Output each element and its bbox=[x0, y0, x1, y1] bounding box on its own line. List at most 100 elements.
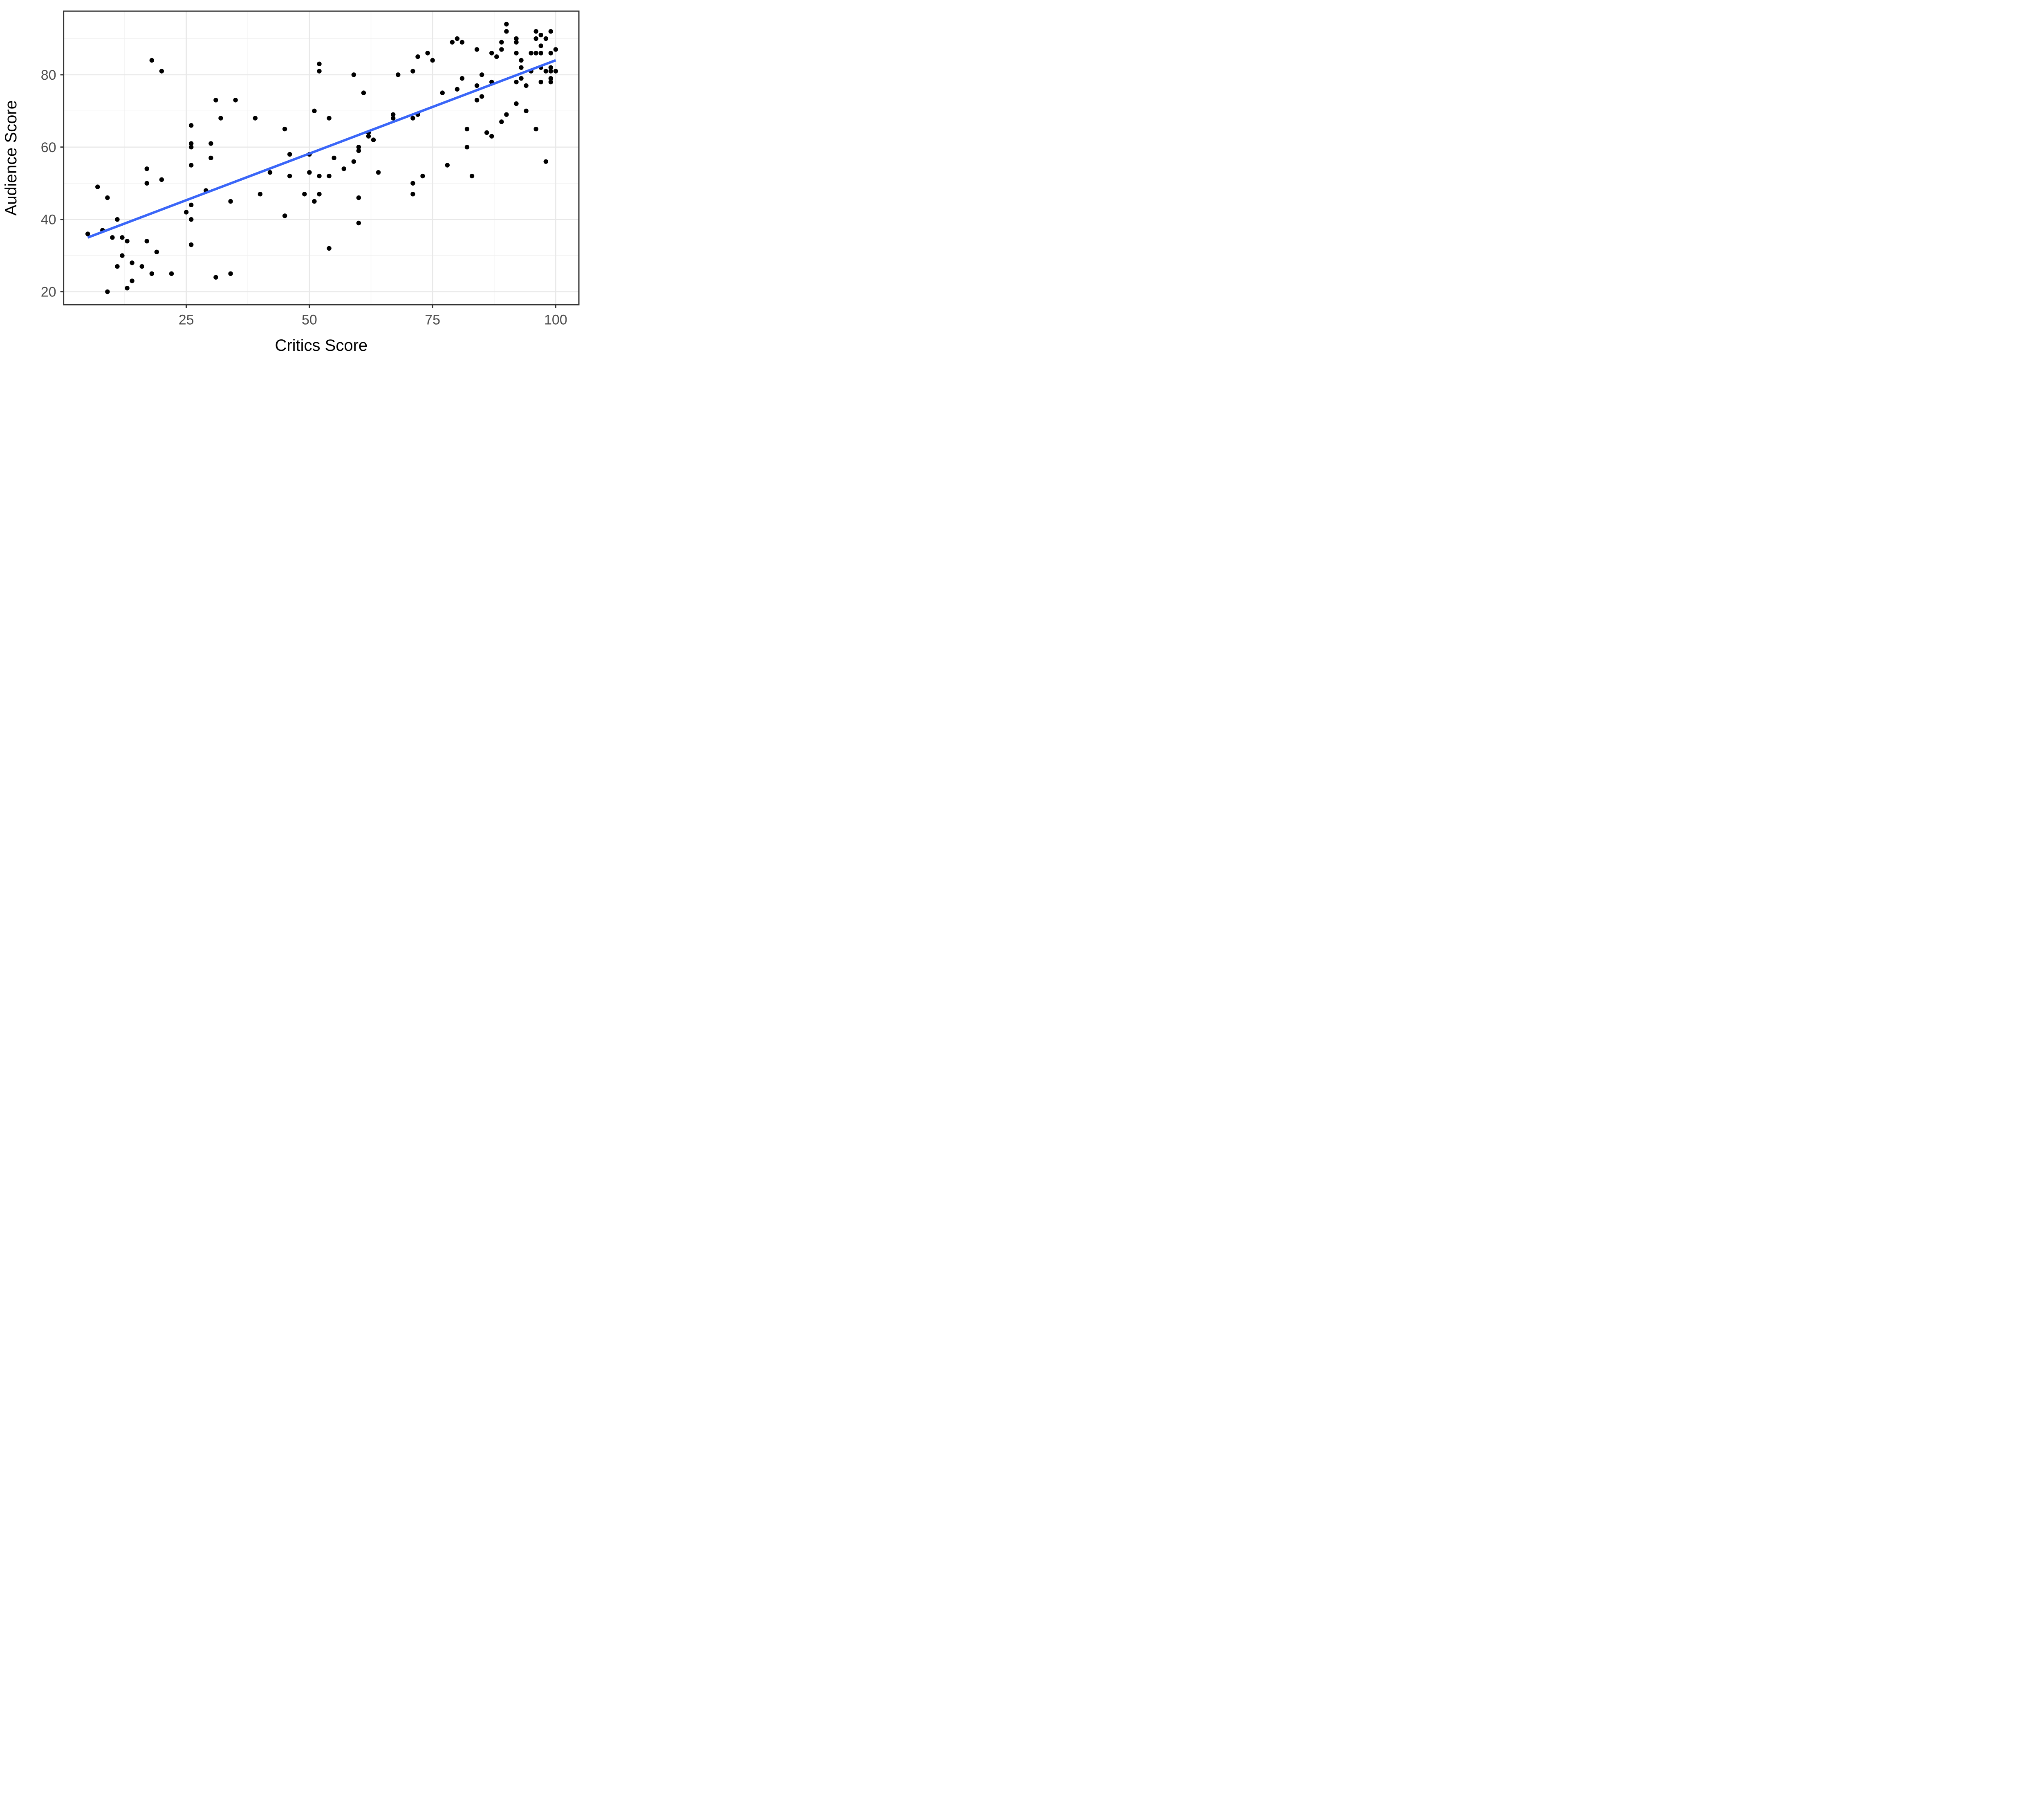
data-point bbox=[317, 61, 322, 67]
data-point bbox=[504, 29, 509, 34]
data-point bbox=[341, 166, 346, 171]
data-point bbox=[287, 152, 292, 157]
data-point bbox=[499, 40, 504, 45]
data-point bbox=[514, 79, 519, 85]
data-point bbox=[459, 40, 465, 45]
data-point bbox=[188, 123, 194, 128]
data-point bbox=[538, 79, 543, 85]
data-point bbox=[533, 36, 538, 41]
data-point bbox=[514, 101, 519, 106]
data-point bbox=[494, 54, 499, 59]
data-point bbox=[258, 192, 263, 197]
data-point bbox=[282, 126, 287, 132]
data-point bbox=[356, 145, 361, 150]
data-point bbox=[282, 213, 287, 218]
data-point bbox=[332, 155, 336, 160]
data-point bbox=[130, 260, 134, 265]
data-point bbox=[253, 116, 258, 121]
y-tick-label: 40 bbox=[41, 212, 56, 228]
data-point bbox=[228, 271, 233, 276]
data-point bbox=[391, 116, 396, 121]
x-tick-label: 75 bbox=[425, 312, 440, 327]
data-point bbox=[410, 69, 415, 74]
trend-line bbox=[87, 59, 556, 239]
y-tick-label: 20 bbox=[41, 285, 56, 300]
x-tick-label: 100 bbox=[544, 312, 567, 327]
data-point bbox=[548, 79, 554, 85]
data-point bbox=[479, 94, 484, 99]
data-point bbox=[115, 217, 120, 222]
data-point bbox=[455, 36, 460, 41]
data-point bbox=[144, 166, 149, 171]
data-point bbox=[149, 58, 154, 63]
data-point bbox=[144, 239, 149, 244]
data-point bbox=[553, 47, 558, 52]
data-point bbox=[474, 83, 480, 88]
data-point bbox=[376, 170, 381, 175]
data-point bbox=[499, 47, 504, 52]
data-point bbox=[169, 271, 174, 276]
data-point bbox=[474, 98, 480, 103]
data-point bbox=[533, 126, 538, 132]
data-point bbox=[548, 29, 554, 34]
data-point bbox=[95, 184, 100, 189]
scatter-plot-figure: 25 50 75 100 20 40 60 80 Critics Score Audience S… bbox=[0, 0, 589, 364]
x-tick-label: 50 bbox=[302, 312, 317, 327]
data-point bbox=[312, 108, 317, 114]
data-point bbox=[85, 231, 90, 236]
data-point bbox=[228, 199, 233, 204]
data-point bbox=[533, 29, 538, 34]
data-point bbox=[149, 271, 154, 276]
data-point bbox=[327, 246, 332, 251]
data-point bbox=[548, 69, 554, 74]
data-point bbox=[184, 210, 189, 215]
data-point bbox=[455, 87, 460, 92]
data-point bbox=[115, 264, 120, 269]
data-point bbox=[459, 76, 465, 81]
data-point bbox=[524, 83, 529, 88]
data-point bbox=[543, 159, 548, 164]
data-point bbox=[312, 199, 317, 204]
data-point bbox=[125, 286, 130, 291]
data-point bbox=[484, 130, 489, 135]
x-axis-title: Critics Score bbox=[275, 336, 368, 354]
data-point bbox=[519, 76, 524, 81]
data-point bbox=[391, 112, 396, 117]
data-point bbox=[317, 192, 322, 197]
data-point bbox=[445, 163, 450, 168]
data-point bbox=[504, 112, 509, 117]
data-point bbox=[213, 98, 218, 103]
data-point bbox=[489, 134, 494, 139]
data-point bbox=[425, 51, 430, 56]
data-point bbox=[120, 253, 125, 258]
data-point bbox=[519, 58, 524, 63]
data-point bbox=[125, 239, 130, 244]
data-point bbox=[159, 177, 164, 182]
y-tick-label: 80 bbox=[41, 67, 56, 83]
data-point bbox=[188, 202, 194, 207]
data-point bbox=[302, 192, 307, 197]
panel-border bbox=[63, 10, 580, 305]
data-point bbox=[474, 47, 480, 52]
data-point bbox=[267, 170, 273, 175]
data-point bbox=[208, 141, 213, 146]
data-point bbox=[361, 90, 366, 95]
data-point bbox=[105, 195, 110, 200]
data-point bbox=[188, 163, 194, 168]
data-point bbox=[287, 173, 292, 179]
y-axis-title: Audience Score bbox=[2, 100, 20, 215]
data-point bbox=[479, 72, 484, 77]
data-point bbox=[188, 141, 194, 146]
data-point bbox=[356, 148, 361, 153]
data-point bbox=[188, 217, 194, 222]
data-point bbox=[529, 51, 533, 56]
data-point bbox=[396, 72, 401, 77]
data-point bbox=[415, 54, 420, 59]
data-point bbox=[548, 51, 554, 56]
data-point bbox=[499, 119, 504, 124]
data-point bbox=[553, 69, 558, 74]
data-point bbox=[327, 173, 332, 179]
data-point bbox=[543, 36, 548, 41]
data-point bbox=[450, 40, 455, 45]
data-point bbox=[543, 69, 548, 74]
